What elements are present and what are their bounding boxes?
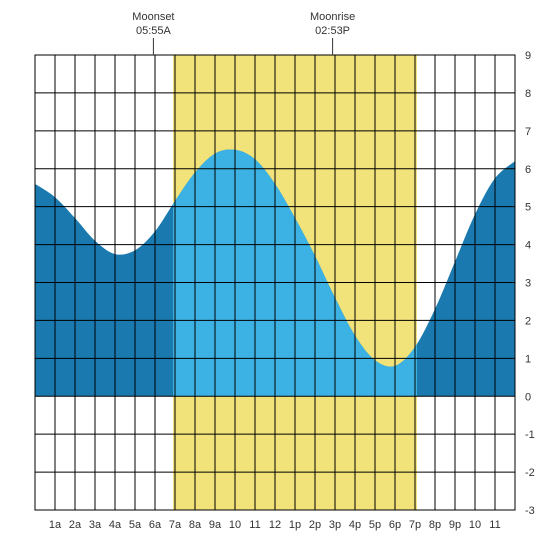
x-tick-label: 4p xyxy=(349,519,361,531)
moonset-label: Moonset xyxy=(132,11,174,23)
moonset-time: 05:55A xyxy=(136,25,172,37)
x-tick-label: 1p xyxy=(289,519,301,531)
y-tick-label: -2 xyxy=(525,467,535,479)
x-tick-label: 10 xyxy=(229,519,241,531)
x-tick-label: 3a xyxy=(89,519,102,531)
y-tick-label: 5 xyxy=(525,202,531,214)
y-tick-label: 6 xyxy=(525,164,531,176)
chart-svg: -3-2-101234567891a2a3a4a5a6a7a8a9a101112… xyxy=(0,0,550,550)
x-tick-label: 9p xyxy=(449,519,461,531)
moonrise-time: 02:53P xyxy=(315,25,350,37)
y-tick-label: 8 xyxy=(525,88,531,100)
tide-chart: -3-2-101234567891a2a3a4a5a6a7a8a9a101112… xyxy=(0,0,550,550)
x-tick-label: 6p xyxy=(389,519,401,531)
y-tick-label: -1 xyxy=(525,429,535,441)
x-tick-label: 5p xyxy=(369,519,381,531)
x-tick-label: 2p xyxy=(309,519,321,531)
x-tick-label: 6a xyxy=(149,519,162,531)
x-tick-label: 2a xyxy=(69,519,82,531)
moonrise-label: Moonrise xyxy=(310,11,355,23)
y-tick-label: -3 xyxy=(525,505,535,517)
y-tick-label: 4 xyxy=(525,240,531,252)
x-tick-label: 5a xyxy=(129,519,142,531)
x-tick-label: 11 xyxy=(489,519,500,531)
x-tick-label: 8a xyxy=(189,519,202,531)
x-tick-label: 12 xyxy=(269,519,281,531)
x-tick-label: 11 xyxy=(249,519,260,531)
x-tick-label: 9a xyxy=(209,519,222,531)
x-tick-label: 8p xyxy=(429,519,441,531)
y-tick-label: 1 xyxy=(525,353,531,365)
x-tick-label: 4a xyxy=(109,519,122,531)
x-tick-label: 1a xyxy=(49,519,62,531)
y-tick-label: 7 xyxy=(525,126,531,138)
y-tick-label: 3 xyxy=(525,278,531,290)
y-tick-label: 0 xyxy=(525,391,531,403)
y-tick-label: 9 xyxy=(525,50,531,62)
x-tick-label: 7a xyxy=(169,519,182,531)
x-tick-label: 10 xyxy=(469,519,481,531)
x-tick-label: 3p xyxy=(329,519,341,531)
y-tick-label: 2 xyxy=(525,315,531,327)
x-tick-label: 7p xyxy=(409,519,421,531)
